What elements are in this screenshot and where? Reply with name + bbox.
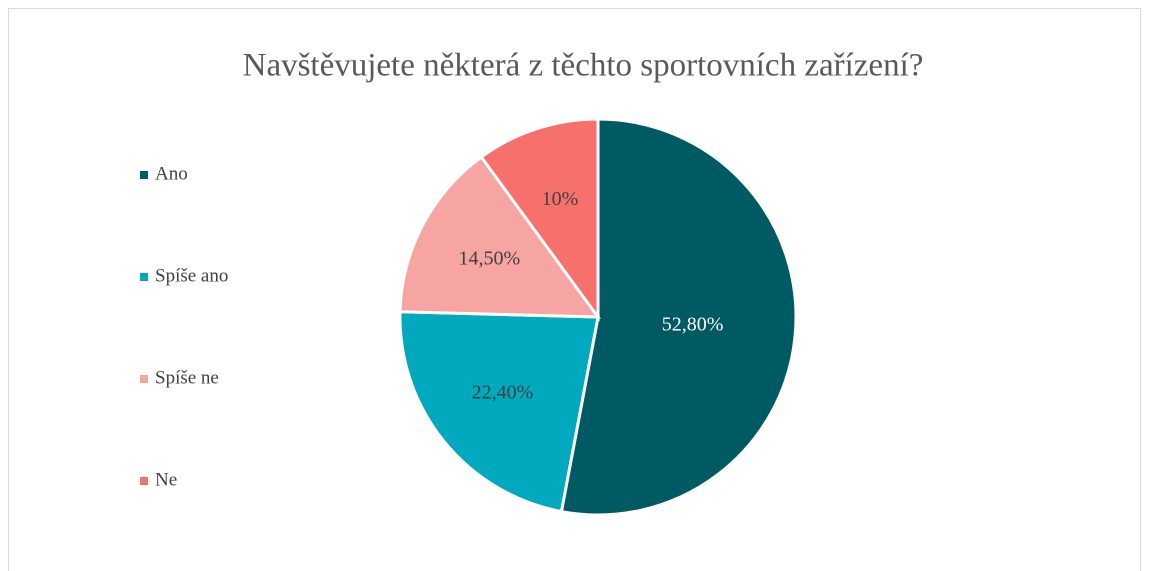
legend-text: Spíše ne bbox=[155, 367, 219, 388]
slice-label: 10% bbox=[542, 188, 579, 210]
slice-label: 14,50% bbox=[458, 248, 520, 270]
pie-slice bbox=[479, 117, 600, 322]
legend-swatch bbox=[140, 171, 148, 179]
pie-slice bbox=[559, 117, 798, 517]
pie-slice bbox=[398, 310, 600, 514]
chart-title: Navštěvujete některá z těchto sportovníc… bbox=[243, 48, 924, 84]
legend-swatch bbox=[140, 273, 148, 281]
legend-swatch bbox=[140, 375, 148, 383]
legend-text: Spíše ano bbox=[155, 265, 228, 286]
legend-text: Ne bbox=[155, 469, 177, 490]
slice-label: 52,80% bbox=[662, 313, 724, 335]
legend-text: Ano bbox=[155, 163, 188, 184]
legend-swatch bbox=[140, 477, 148, 485]
pie-slice bbox=[398, 154, 602, 319]
slice-label: 22,40% bbox=[472, 382, 534, 404]
